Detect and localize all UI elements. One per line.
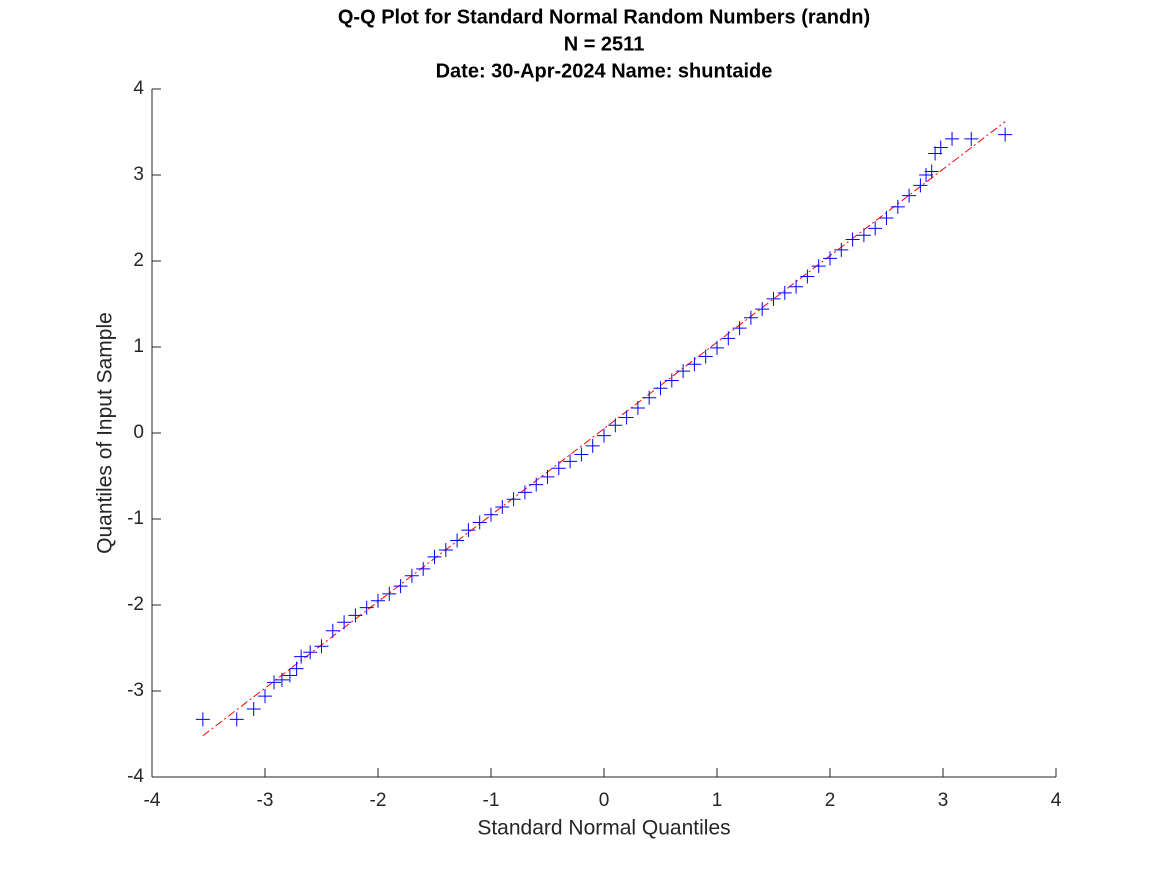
- data-point: [721, 331, 736, 346]
- data-point: [856, 228, 871, 243]
- data-point: [506, 492, 521, 507]
- data-point: [416, 561, 431, 576]
- data-point: [845, 232, 860, 247]
- data-point: [998, 127, 1013, 142]
- data-point: [687, 357, 702, 372]
- data-point: [574, 447, 589, 462]
- data-point: [619, 410, 634, 425]
- data-point: [325, 623, 340, 638]
- data-point: [777, 285, 792, 300]
- data-point: [710, 340, 724, 355]
- data-point: [382, 586, 397, 601]
- data-point: [450, 533, 465, 548]
- x-tick-label: -4: [144, 790, 161, 811]
- data-point: [823, 251, 837, 266]
- data-point: [664, 373, 679, 388]
- data-point: [919, 168, 934, 182]
- data-point: [676, 364, 691, 379]
- data-point: [371, 593, 385, 608]
- data-point: [314, 639, 329, 654]
- data-point: [461, 523, 476, 538]
- data-point: [529, 477, 544, 492]
- data-point: [913, 178, 928, 193]
- data-point: [928, 146, 943, 161]
- data-point: [282, 668, 297, 683]
- y-tick-label: 2: [133, 250, 144, 271]
- y-tick-label: -3: [127, 680, 144, 701]
- data-point: [608, 418, 623, 433]
- data-point: [597, 428, 611, 443]
- x-tick-label: -3: [257, 790, 274, 811]
- data-point: [274, 672, 289, 687]
- x-tick-label: 4: [1051, 790, 1062, 811]
- x-tick-label: 0: [599, 790, 610, 811]
- y-tick-label: 1: [133, 336, 144, 357]
- chart-title: Q-Q Plot for Standard Normal Random Numb…: [338, 6, 870, 28]
- x-tick-label: -2: [370, 790, 387, 811]
- data-point: [800, 269, 815, 284]
- data-point: [755, 302, 770, 317]
- data-point: [551, 461, 566, 476]
- x-tick-label: 2: [825, 790, 836, 811]
- data-point: [933, 140, 948, 155]
- data-point: [484, 507, 498, 522]
- data-point: [195, 712, 210, 727]
- y-tick-label: 4: [133, 78, 144, 99]
- data-point: [732, 321, 747, 336]
- y-tick-label: 3: [133, 164, 144, 185]
- chart-title: N = 2511: [564, 33, 645, 55]
- data-point: [563, 454, 578, 469]
- data-point: [585, 438, 600, 453]
- y-tick-label: -4: [127, 766, 144, 787]
- y-tick-label: -2: [127, 594, 144, 615]
- data-point: [964, 131, 979, 146]
- data-point: [642, 390, 657, 405]
- data-point: [789, 279, 804, 294]
- data-point: [834, 242, 849, 257]
- x-tick-label: 1: [712, 790, 723, 811]
- data-point: [472, 515, 487, 530]
- y-tick-label: -1: [127, 508, 144, 529]
- x-tick-label: -1: [483, 790, 500, 811]
- y-axis-label: Quantiles of Input Sample: [94, 312, 117, 554]
- data-point: [246, 702, 261, 717]
- x-tick-label: 3: [938, 790, 949, 811]
- data-point: [289, 661, 304, 676]
- data-point: [267, 675, 282, 690]
- data-point: [879, 211, 894, 225]
- data-point: [303, 645, 318, 660]
- y-tick-label: 0: [133, 422, 144, 443]
- data-point: [258, 689, 272, 704]
- data-point: [495, 499, 510, 514]
- data-point: [630, 401, 645, 416]
- data-point: [517, 485, 532, 500]
- data-point: [945, 131, 960, 146]
- chart-title: Date: 30-Apr-2024 Name: shuntaide: [436, 60, 773, 82]
- data-point: [404, 568, 419, 583]
- x-axis-label: Standard Normal Quantiles: [477, 817, 730, 840]
- data-point: [438, 542, 453, 557]
- data-point: [393, 579, 408, 594]
- data-point: [348, 608, 363, 623]
- data-point: [653, 381, 668, 396]
- data-point: [868, 221, 883, 236]
- data-point: [337, 615, 352, 630]
- data-point: [902, 188, 917, 203]
- data-point: [427, 549, 442, 564]
- data-point: [766, 291, 781, 306]
- data-point: [890, 199, 905, 214]
- data-point: [811, 259, 826, 274]
- data-point: [359, 600, 374, 615]
- data-point: [743, 310, 758, 325]
- data-point: [229, 712, 244, 727]
- data-point: [698, 349, 713, 364]
- data-point: [294, 649, 309, 664]
- data-point: [924, 164, 939, 179]
- data-point: [540, 469, 555, 484]
